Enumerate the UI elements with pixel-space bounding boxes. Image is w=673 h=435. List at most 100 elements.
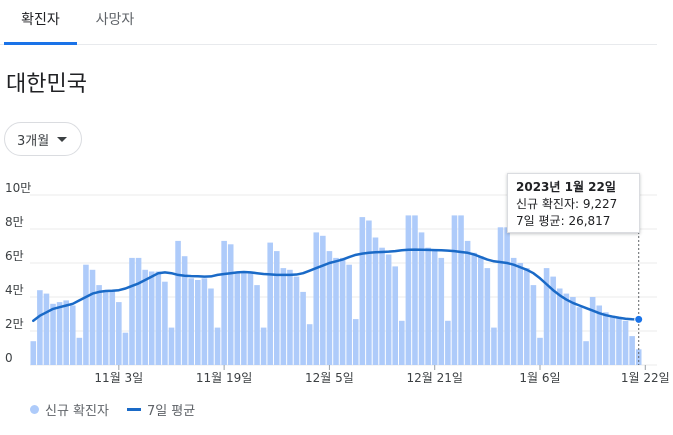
bar (102, 290, 109, 365)
legend-line-label: 7일 평균 (146, 404, 196, 419)
x-tick-label: 12월 21일 (406, 371, 462, 385)
bar (392, 266, 399, 365)
bar (175, 240, 181, 365)
bar (181, 256, 188, 365)
bar (320, 235, 326, 365)
bar (622, 320, 629, 365)
chart-average-line (32, 248, 640, 323)
tab-confirmed[interactable]: 확진자 (4, 0, 77, 45)
bar (438, 257, 445, 365)
bar (609, 315, 616, 365)
bar (148, 271, 155, 365)
bar (96, 285, 102, 365)
bar (227, 244, 234, 365)
bar (30, 341, 37, 365)
bar (247, 273, 254, 365)
bar (43, 293, 50, 365)
chart-hover-marker (634, 180, 644, 365)
tooltip-new-cases-label: 신규 확진자 (516, 197, 576, 211)
bar (359, 217, 366, 365)
bar (616, 317, 622, 365)
x-tick-label: 11월 3일 (94, 371, 143, 385)
bar (471, 252, 477, 365)
bar (254, 285, 260, 365)
bar (372, 237, 379, 365)
tooltip-new-cases: 신규 확진자: 9,227 (516, 197, 618, 211)
bar (431, 251, 438, 365)
bar (221, 240, 227, 365)
bar (313, 232, 320, 365)
range-dropdown[interactable]: 3개월 (4, 122, 82, 156)
bar (346, 264, 352, 365)
bar (510, 257, 517, 365)
bar (135, 257, 142, 365)
bar (300, 291, 306, 365)
bar (122, 332, 129, 365)
y-tick-label: 6만 (5, 249, 24, 263)
x-tick-label: 1월 22일 (621, 371, 670, 385)
hover-point (634, 314, 644, 324)
bar (412, 215, 418, 365)
y-tick-label: 2만 (5, 317, 24, 331)
chart-bars (30, 215, 642, 365)
bar (589, 297, 596, 365)
tooltip-average-label: 7일 평균 (516, 214, 561, 228)
bar (603, 312, 609, 365)
bar (89, 269, 96, 365)
bar (214, 327, 221, 365)
bar (418, 232, 425, 365)
bar (162, 281, 168, 365)
bar (168, 327, 175, 365)
average-line (32, 248, 640, 323)
y-tick-label: 0 (5, 351, 13, 365)
chart-x-axis: 11월 3일 11월 19일 12월 5일 12월 21일 1월 6일 1월 22일 (94, 365, 670, 385)
bar (477, 256, 484, 365)
bar (234, 271, 241, 365)
tab-bar: 확진자 사망자 (0, 0, 657, 45)
bar (142, 269, 148, 365)
bar (63, 300, 69, 365)
bar (570, 297, 576, 365)
tooltip-date: 2023년 1월 22일 (516, 180, 616, 194)
x-tick-label: 12월 5일 (305, 371, 354, 385)
bar (576, 307, 583, 365)
bar (497, 227, 504, 365)
bar (333, 257, 339, 365)
chart-y-axis: 0 2만 4만 6만 8만 10만 (5, 181, 31, 365)
bar (550, 276, 556, 365)
chart-legend: 신규 확진자 7일 평균 (30, 400, 195, 419)
region-title: 대한민국 (6, 72, 87, 97)
y-tick-label: 4만 (5, 283, 24, 297)
bar (306, 324, 313, 365)
bar (543, 268, 550, 365)
bar (129, 257, 135, 365)
bar (366, 220, 372, 365)
bar (287, 269, 293, 365)
x-tick-label: 11월 19일 (196, 371, 252, 385)
bar (56, 302, 63, 365)
bar (556, 288, 563, 365)
bar (76, 337, 83, 365)
bar (195, 280, 201, 365)
tooltip-average-value: 26,817 (568, 214, 611, 228)
legend-line-swatch (126, 408, 141, 411)
bar (116, 302, 122, 365)
bar (530, 285, 537, 365)
bar (188, 278, 195, 365)
chart-tooltip: 2023년 1월 22일 신규 확진자: 9,227 7일 평균: 26,817 (507, 173, 640, 233)
bar (109, 290, 116, 365)
tab-deaths[interactable]: 사망자 (95, 12, 135, 28)
bar (491, 327, 497, 365)
bar (201, 278, 208, 365)
bar (504, 227, 510, 365)
bar (339, 257, 346, 365)
bar (596, 305, 603, 365)
y-tick-label: 8만 (5, 215, 24, 229)
bar (517, 263, 524, 365)
y-tick-label: 10만 (5, 181, 31, 195)
x-tick-label: 1월 6일 (519, 371, 560, 385)
range-dropdown-label: 3개월 (17, 133, 50, 149)
bar (583, 341, 589, 365)
bar (155, 271, 162, 365)
